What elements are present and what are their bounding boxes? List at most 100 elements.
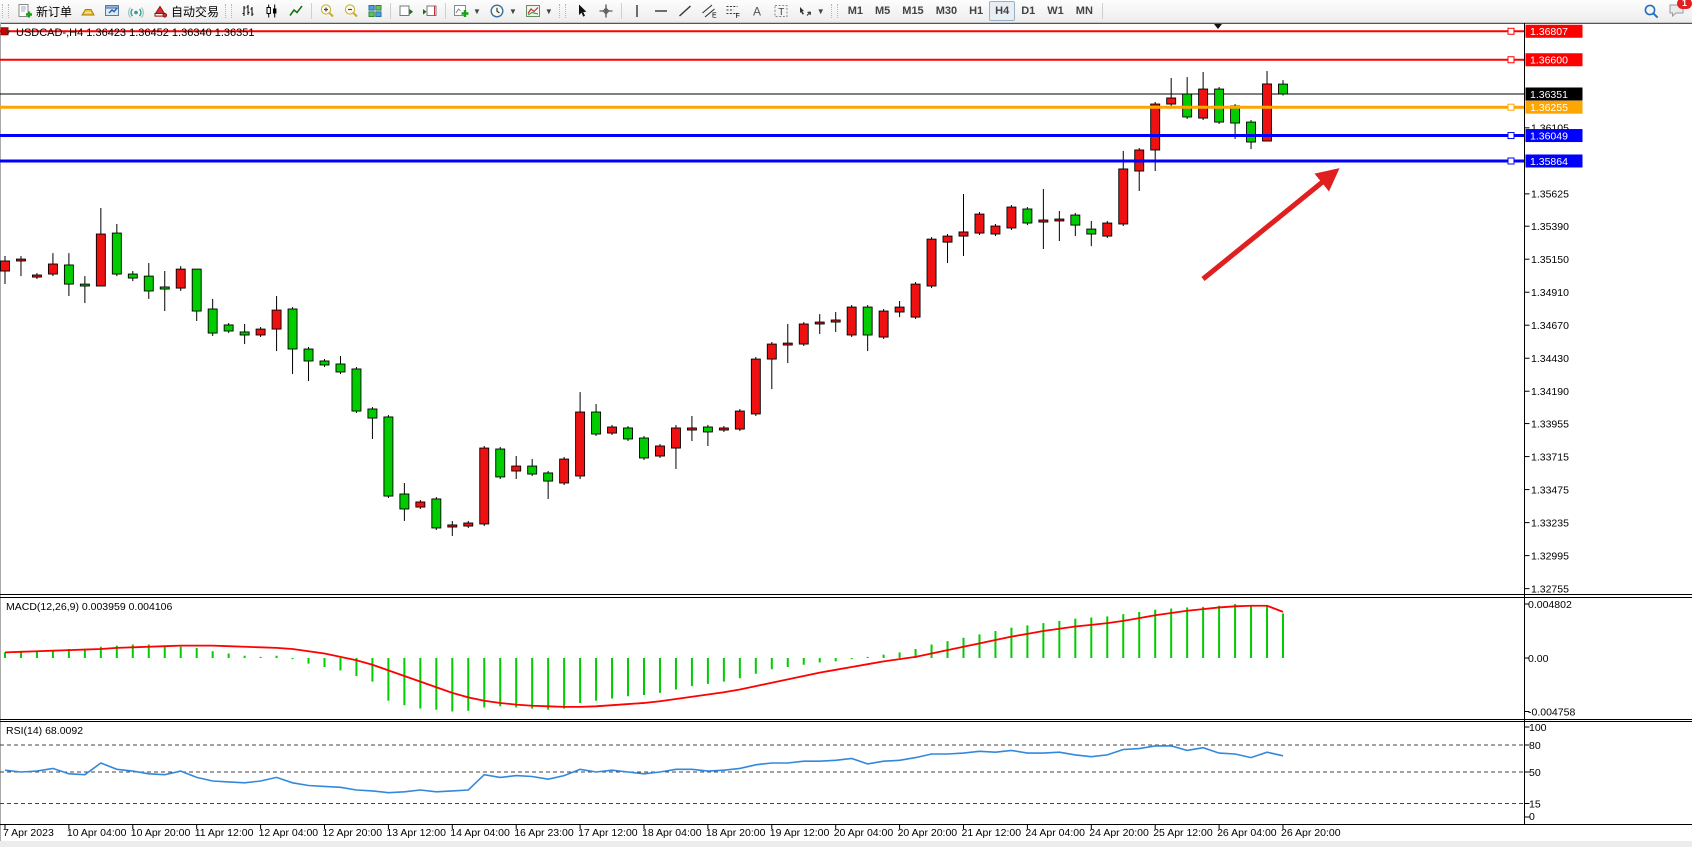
vertical-line-button[interactable] — [625, 1, 649, 21]
notifications-button[interactable]: 1 — [1668, 0, 1692, 21]
timeframe-h4-button[interactable]: H4 — [989, 1, 1016, 21]
svg-text:E: E — [712, 13, 717, 20]
line-handle[interactable] — [1507, 56, 1515, 64]
crosshair-button[interactable] — [594, 1, 618, 21]
price-tick: 1.34430 — [1531, 353, 1569, 365]
candle — [207, 298, 218, 336]
candle — [463, 520, 474, 528]
candle — [431, 497, 442, 531]
timeframe-h1-button[interactable]: H1 — [963, 1, 989, 21]
text-button[interactable]: A — [745, 1, 769, 21]
templates-icon — [525, 5, 540, 17]
candle — [0, 256, 10, 284]
arrows-button[interactable]: ▼ — [793, 1, 829, 21]
periods-button[interactable]: ▼ — [485, 1, 521, 21]
candle — [143, 263, 154, 299]
candle — [1214, 86, 1225, 124]
line-handle[interactable] — [0, 27, 9, 36]
chart-title: USDCAD-,H4 1.36423 1.36452 1.36340 1.363… — [16, 27, 255, 39]
candle — [1102, 220, 1113, 239]
svg-text:1.36600: 1.36600 — [1530, 55, 1568, 67]
autotrading-button[interactable]: 自动交易 — [148, 1, 223, 21]
horizontal-line-object[interactable] — [0, 157, 1524, 165]
line-handle[interactable] — [1507, 103, 1515, 111]
candle — [1086, 220, 1097, 247]
search-icon[interactable] — [1643, 3, 1660, 20]
horizontal-line-object[interactable] — [0, 103, 1524, 111]
candle — [239, 323, 250, 345]
line-handle[interactable] — [1507, 132, 1515, 140]
toolbar-grip[interactable] — [2, 4, 9, 18]
macd-axis-tick: -0.004758 — [1528, 706, 1575, 718]
time-tick: 14 Apr 04:00 — [450, 827, 510, 839]
timeframe-m1-button[interactable]: M1 — [842, 1, 869, 21]
candle — [271, 296, 282, 352]
candle — [734, 408, 745, 431]
time-tick: 25 Apr 12:00 — [1153, 827, 1213, 839]
horizontal-line-object[interactable] — [0, 27, 1524, 36]
line-chart-button[interactable] — [284, 1, 308, 21]
window-menu-marker[interactable]: ▼ — [4, 28, 12, 37]
text-label-button[interactable]: T — [769, 1, 793, 21]
timeframe-w1-button[interactable]: W1 — [1041, 1, 1070, 21]
trendline-button[interactable] — [673, 1, 697, 21]
macd-signal-line — [4, 604, 1284, 708]
templates-button[interactable]: ▼ — [521, 1, 557, 21]
candle — [319, 359, 330, 368]
toolbar-grip[interactable] — [225, 4, 233, 18]
horizontal-line-object[interactable] — [0, 132, 1524, 140]
timeframe-m5-button[interactable]: M5 — [869, 1, 896, 21]
tile-windows-button[interactable] — [363, 1, 387, 21]
candle — [127, 271, 138, 282]
auto-scroll-button[interactable] — [394, 1, 418, 21]
svg-text:1.36049: 1.36049 — [1530, 130, 1568, 142]
candlestick-button[interactable] — [260, 1, 284, 21]
time-tick: 12 Apr 20:00 — [323, 827, 383, 839]
chart-shift-button[interactable] — [418, 1, 442, 21]
price-label: 1.36351 — [1525, 87, 1583, 101]
toolbar-grip[interactable] — [558, 4, 566, 18]
timeframe-m15-button[interactable]: M15 — [896, 1, 929, 21]
channel-button[interactable]: E — [697, 1, 721, 21]
auto-scroll-icon — [399, 5, 414, 16]
horizontal-line-object[interactable] — [0, 56, 1524, 64]
candle — [623, 426, 633, 442]
line-handle[interactable] — [1507, 27, 1515, 35]
axes[interactable]: 1.361051.356251.353901.351501.349101.346… — [3, 24, 1583, 839]
chart-area[interactable]: 1.361051.356251.353901.351501.349101.346… — [0, 23, 1692, 847]
chart-shift-marker[interactable] — [1214, 24, 1222, 29]
line-handle[interactable] — [1507, 157, 1515, 165]
status-strip — [0, 841, 1692, 847]
new-order-button[interactable]: 新订单 — [13, 1, 76, 21]
timeframe-mn-button[interactable]: MN — [1070, 1, 1099, 21]
zoom-out-button[interactable] — [339, 1, 363, 21]
fibonacci-button[interactable]: F — [721, 1, 745, 21]
timeframe-d1-button[interactable]: D1 — [1015, 1, 1041, 21]
svg-text:1.35864: 1.35864 — [1530, 156, 1568, 168]
zoom-in-button[interactable] — [315, 1, 339, 21]
candle — [367, 407, 378, 439]
text-label-icon: T — [774, 5, 788, 18]
terminal-button[interactable] — [100, 1, 124, 21]
bar-chart-button[interactable] — [236, 1, 260, 21]
candle — [686, 416, 697, 442]
time-tick: 7 Apr 2023 — [3, 827, 54, 839]
cursor-button[interactable] — [570, 1, 594, 21]
signals-button[interactable] — [124, 1, 148, 21]
candle — [990, 223, 1001, 237]
deposit-button[interactable] — [76, 1, 100, 21]
rsi-axis-tick: 80 — [1529, 740, 1541, 752]
indicators-button[interactable]: ▼ — [449, 1, 485, 21]
candle — [1038, 189, 1049, 250]
horizontal-line-button[interactable] — [649, 1, 673, 21]
candle — [750, 356, 761, 417]
tile-windows-icon — [368, 5, 382, 17]
price-tick: 1.32995 — [1531, 550, 1569, 562]
toolbar-grip[interactable] — [830, 4, 838, 18]
trend-arrow[interactable] — [1201, 168, 1340, 281]
svg-text:A: A — [753, 5, 761, 19]
timeframe-m30-button[interactable]: M30 — [930, 1, 963, 21]
dropdown-arrow-icon: ▼ — [473, 6, 481, 16]
candlesticks — [0, 71, 1288, 536]
candle — [878, 308, 889, 339]
